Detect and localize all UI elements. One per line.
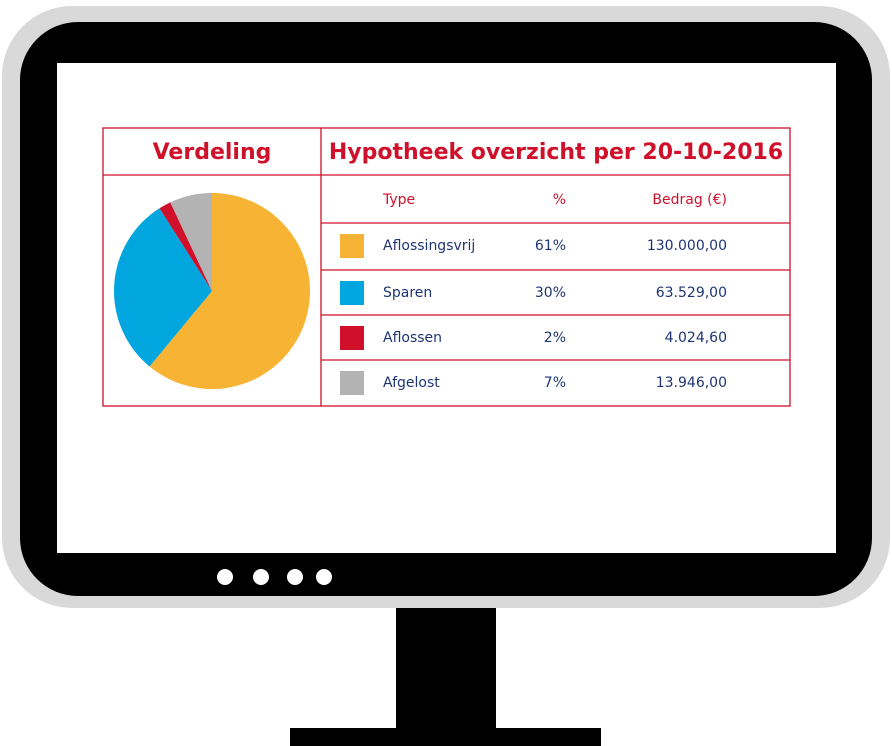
row-percent: 30%	[535, 285, 566, 301]
legend-swatch	[340, 281, 364, 305]
row-amount: 4.024,60	[665, 330, 727, 346]
legend-swatch	[340, 326, 364, 350]
col-header: Bedrag (€)	[652, 192, 727, 208]
row-type: Afgelost	[383, 375, 440, 391]
row-type: Aflossen	[383, 330, 442, 346]
row-percent: 7%	[544, 375, 566, 391]
row-amount: 13.946,00	[656, 375, 727, 391]
row-percent: 61%	[535, 238, 566, 254]
row-type: Aflossingsvrij	[383, 238, 475, 254]
col-header: %	[553, 192, 566, 208]
monitor-neck	[396, 608, 496, 730]
page: Verdeling Hypotheek overzicht per 20-10-…	[0, 0, 892, 746]
legend-swatch	[340, 234, 364, 258]
row-amount: 63.529,00	[656, 285, 727, 301]
pie-title: Verdeling	[153, 140, 272, 165]
legend-swatch	[340, 371, 364, 395]
row-type: Sparen	[383, 285, 432, 301]
monitor-base	[290, 728, 601, 746]
row-amount: 130.000,00	[647, 238, 727, 254]
row-percent: 2%	[544, 330, 566, 346]
table-title: Hypotheek overzicht per 20-10-2016	[329, 140, 783, 165]
col-header: Type	[382, 192, 415, 208]
monitor-illustration: Verdeling Hypotheek overzicht per 20-10-…	[0, 0, 892, 746]
